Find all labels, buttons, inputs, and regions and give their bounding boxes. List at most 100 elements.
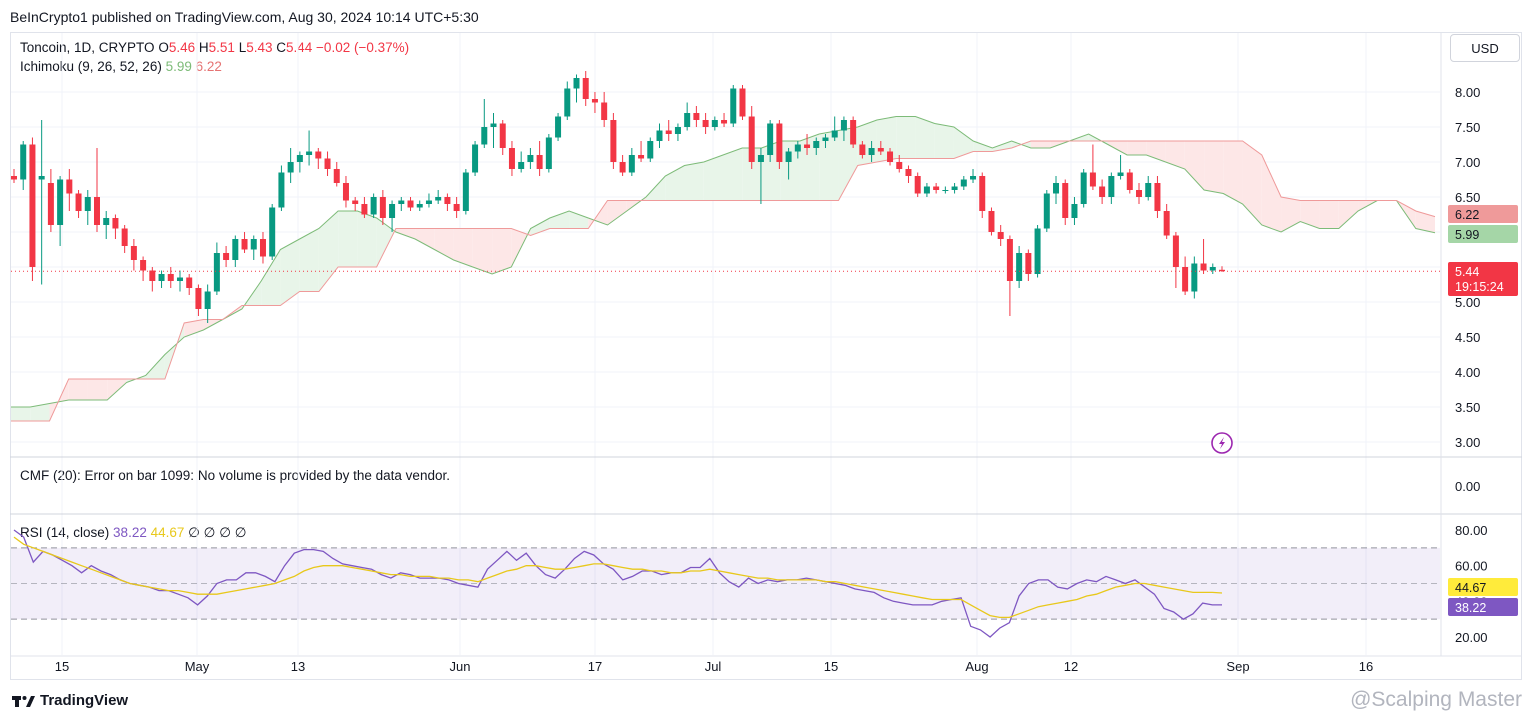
ichimoku-span-a-value: 5.99 xyxy=(165,59,192,74)
candle xyxy=(1172,232,1179,288)
time-tick-label: 12 xyxy=(1064,659,1078,674)
cloud-segment xyxy=(1338,200,1359,229)
candle xyxy=(970,169,977,183)
candle xyxy=(776,120,783,169)
candle xyxy=(140,256,147,281)
candle-body xyxy=(859,144,866,155)
candle-body xyxy=(1006,239,1013,281)
candle xyxy=(158,270,165,288)
ichimoku-legend[interactable]: Ichimoku (9, 26, 52, 26) 5.99 6.22 xyxy=(20,59,222,74)
candle xyxy=(186,274,193,295)
candle-body xyxy=(352,200,359,204)
candle-body xyxy=(1145,183,1152,197)
tradingview-brand[interactable]: TradingView xyxy=(12,692,128,709)
candle-body xyxy=(555,116,562,138)
candle-body xyxy=(647,141,654,159)
candle-body xyxy=(29,144,36,267)
candle-body xyxy=(462,172,469,211)
candle xyxy=(628,148,635,176)
publication-info: BeInCrypto1 published on TradingView.com… xyxy=(10,9,479,25)
candle xyxy=(536,141,543,176)
candle-body xyxy=(278,172,285,208)
candle xyxy=(287,148,294,183)
price-tick-label: 7.00 xyxy=(1455,155,1480,170)
candle xyxy=(674,123,681,141)
cloud-segment xyxy=(68,379,88,400)
candle xyxy=(914,172,921,197)
candle-body xyxy=(1191,263,1198,292)
ichimoku-span-b-line xyxy=(11,140,1436,422)
cloud-segment xyxy=(684,162,704,201)
cloud-segment xyxy=(87,379,108,400)
candle-body xyxy=(813,141,820,148)
candle xyxy=(942,186,949,194)
candle-body xyxy=(1080,172,1087,204)
candle-body xyxy=(868,148,875,155)
candle xyxy=(527,148,534,169)
candle-body xyxy=(20,144,27,180)
time-tick-label: 15 xyxy=(824,659,838,674)
rsi-legend[interactable]: RSI (14, close) 38.22 44.67 ∅ ∅ ∅ ∅ xyxy=(20,525,246,541)
candle-body xyxy=(1053,183,1060,194)
rsi-ma-badge-bg xyxy=(1448,578,1518,596)
cloud-segment xyxy=(453,228,473,267)
candle xyxy=(582,71,589,106)
symbol-label[interactable]: Toncoin, 1D, CRYPTO xyxy=(20,40,155,55)
currency-button[interactable]: USD xyxy=(1450,34,1520,62)
candle xyxy=(370,193,377,218)
candle-body xyxy=(877,148,884,152)
candle-body xyxy=(905,169,912,176)
candle-body xyxy=(527,155,534,162)
candle-body xyxy=(425,200,432,204)
candle xyxy=(1200,239,1207,274)
open-label: O xyxy=(158,40,169,55)
candle-body xyxy=(472,144,479,173)
candle-body xyxy=(951,186,958,190)
candle xyxy=(545,134,552,173)
rsi-badge-bg xyxy=(1448,598,1518,616)
candle-body xyxy=(112,218,119,229)
candle xyxy=(1108,172,1115,204)
candle-body xyxy=(785,151,792,162)
candle-body xyxy=(591,99,598,103)
candle-body xyxy=(93,197,100,225)
span-b-badge-bg xyxy=(1448,205,1518,223)
candle-body xyxy=(57,179,64,225)
cloud-segment xyxy=(1030,141,1051,148)
time-tick-label: 13 xyxy=(291,659,305,674)
cloud-segment xyxy=(1107,141,1128,155)
candle-body xyxy=(1043,193,1050,229)
candle-body xyxy=(306,151,313,155)
time-tick-label: Jun xyxy=(450,659,471,674)
chart-frame xyxy=(10,32,1522,680)
brand-name: TradingView xyxy=(40,692,129,709)
candle-body xyxy=(499,123,506,148)
candle xyxy=(923,183,930,197)
candle xyxy=(831,116,838,141)
cloud-segment xyxy=(646,176,666,201)
candle xyxy=(324,151,331,176)
candle-body xyxy=(693,113,700,120)
candle xyxy=(223,246,230,267)
candle-body xyxy=(601,102,608,120)
candle xyxy=(416,200,423,211)
tradingview-logo-icon xyxy=(12,695,35,707)
candle xyxy=(730,85,737,127)
close-value: 5.44 xyxy=(286,40,313,55)
candle xyxy=(721,113,728,127)
candle xyxy=(204,284,211,323)
candle xyxy=(361,197,368,218)
candle-body xyxy=(398,200,405,204)
price-tick-label: 3.50 xyxy=(1455,400,1480,415)
candle-body xyxy=(453,204,460,211)
candle xyxy=(684,102,691,131)
candle xyxy=(250,235,257,260)
candle-body xyxy=(1099,186,1106,197)
candle xyxy=(619,155,626,176)
candle-body xyxy=(748,116,755,162)
candle-body xyxy=(545,137,552,169)
cloud-segment xyxy=(1300,200,1320,229)
cloud-segment xyxy=(780,141,800,201)
